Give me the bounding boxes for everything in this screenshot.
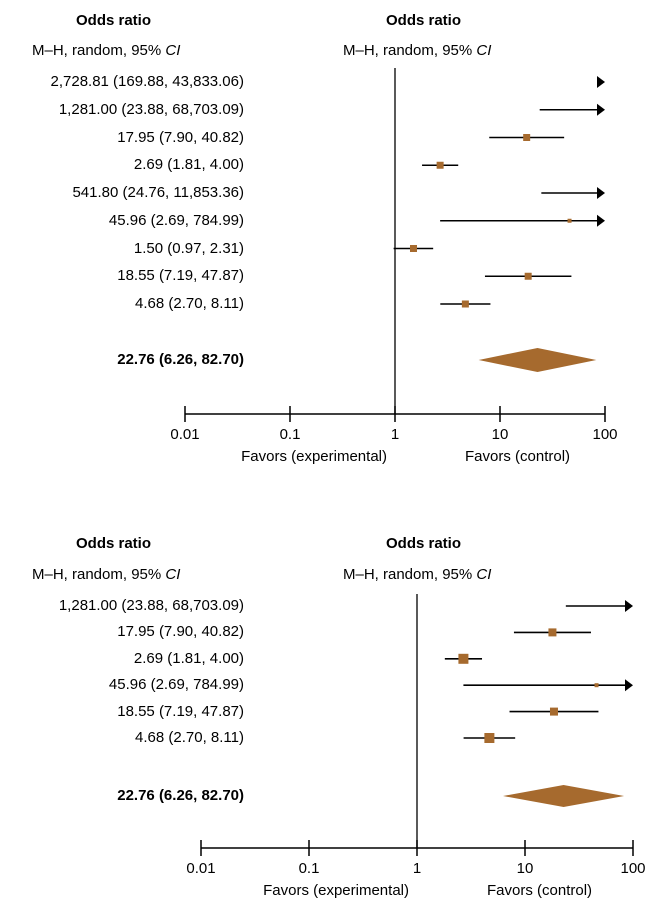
point-estimate [523,134,531,141]
x-tick-label: 10 [517,860,534,877]
point-estimate [524,272,532,280]
pooled-label: 22.76 (6.26, 82.70) [117,787,244,804]
favors-experimental-label: Favors (experimental) [241,448,387,465]
study-label: 2.69 (1.81, 4.00) [133,156,244,174]
ci-arrow [625,600,633,612]
point-estimate [458,653,469,664]
subheader-right: M–H, random, 95% CI [343,42,492,59]
study-label: 1,281.00 (23.88, 68,703.09) [58,100,244,118]
x-tick-label: 1 [413,860,421,877]
point-estimate [484,733,495,743]
header-left: Odds ratio [76,535,152,552]
study-label: 17.95 (7.90, 40.82) [117,623,244,641]
study-label: 1,281.00 (23.88, 68,703.09) [58,597,244,614]
study-label: 2,728.81 (169.88, 43,833.06) [50,73,245,90]
x-tick-label: 100 [620,860,645,877]
study-label: 18.55 (7.19, 47.87) [117,267,244,285]
point-estimate [594,683,599,688]
x-tick-label: 100 [592,426,617,443]
favors-control-label: Favors (control) [487,882,592,899]
pooled-diamond [478,348,597,372]
study-label: 2.69 (1.81, 4.00) [133,649,244,667]
point-estimate [549,707,558,716]
header-left: Odds ratio [76,12,152,29]
pooled-diamond [503,785,625,807]
study-label: 17.95 (7.90, 40.82) [117,128,244,146]
ci-arrow [597,214,605,227]
point-estimate [461,300,469,308]
x-tick-label: 0.1 [299,860,320,877]
x-tick-label: 0.01 [186,860,215,877]
favors-control-label: Favors (control) [465,448,570,465]
header-right: Odds ratio [386,12,462,29]
forest-plot-panel-1: Odds ratio Odds ratio M–H, random, 95% C… [32,12,618,465]
x-tick-label: 10 [492,426,509,443]
study-label: 45.96 (2.69, 784.99) [108,676,244,694]
point-estimate [567,218,572,223]
ci-arrow [597,76,605,88]
point-estimate [548,628,557,637]
ci-arrow [597,187,605,199]
subheader-left: M–H, random, 95% CI [32,42,181,59]
header-right: Odds ratio [386,535,462,552]
x-tick-label: 0.1 [280,426,301,443]
study-label: 1.50 (0.97, 2.31) [133,239,244,257]
subheader-left: M–H, random, 95% CI [32,566,181,583]
point-estimate [409,245,417,252]
forest-plot-svg: 0.01 0.1 1 10 100 Favors (experimental) Favors… [170,68,618,465]
study-label: 45.96 (2.69, 784.99) [108,211,244,229]
ci-arrow [597,103,605,116]
subheader-right: M–H, random, 95% CI [343,566,492,583]
ci-arrow [625,679,633,692]
study-label: 541.80 (24.76, 11,853.36) [72,184,244,201]
favors-experimental-label: Favors (experimental) [263,882,409,899]
point-estimate [436,161,444,169]
x-tick-label: 1 [391,426,399,443]
pooled-label: 22.76 (6.26, 82.70) [117,351,244,368]
x-tick-label: 0.01 [170,426,199,443]
study-label: 4.68 (2.70, 8.11) [135,295,244,312]
study-label: 18.55 (7.19, 47.87) [117,702,244,720]
study-label: 4.68 (2.70, 8.11) [135,729,244,746]
